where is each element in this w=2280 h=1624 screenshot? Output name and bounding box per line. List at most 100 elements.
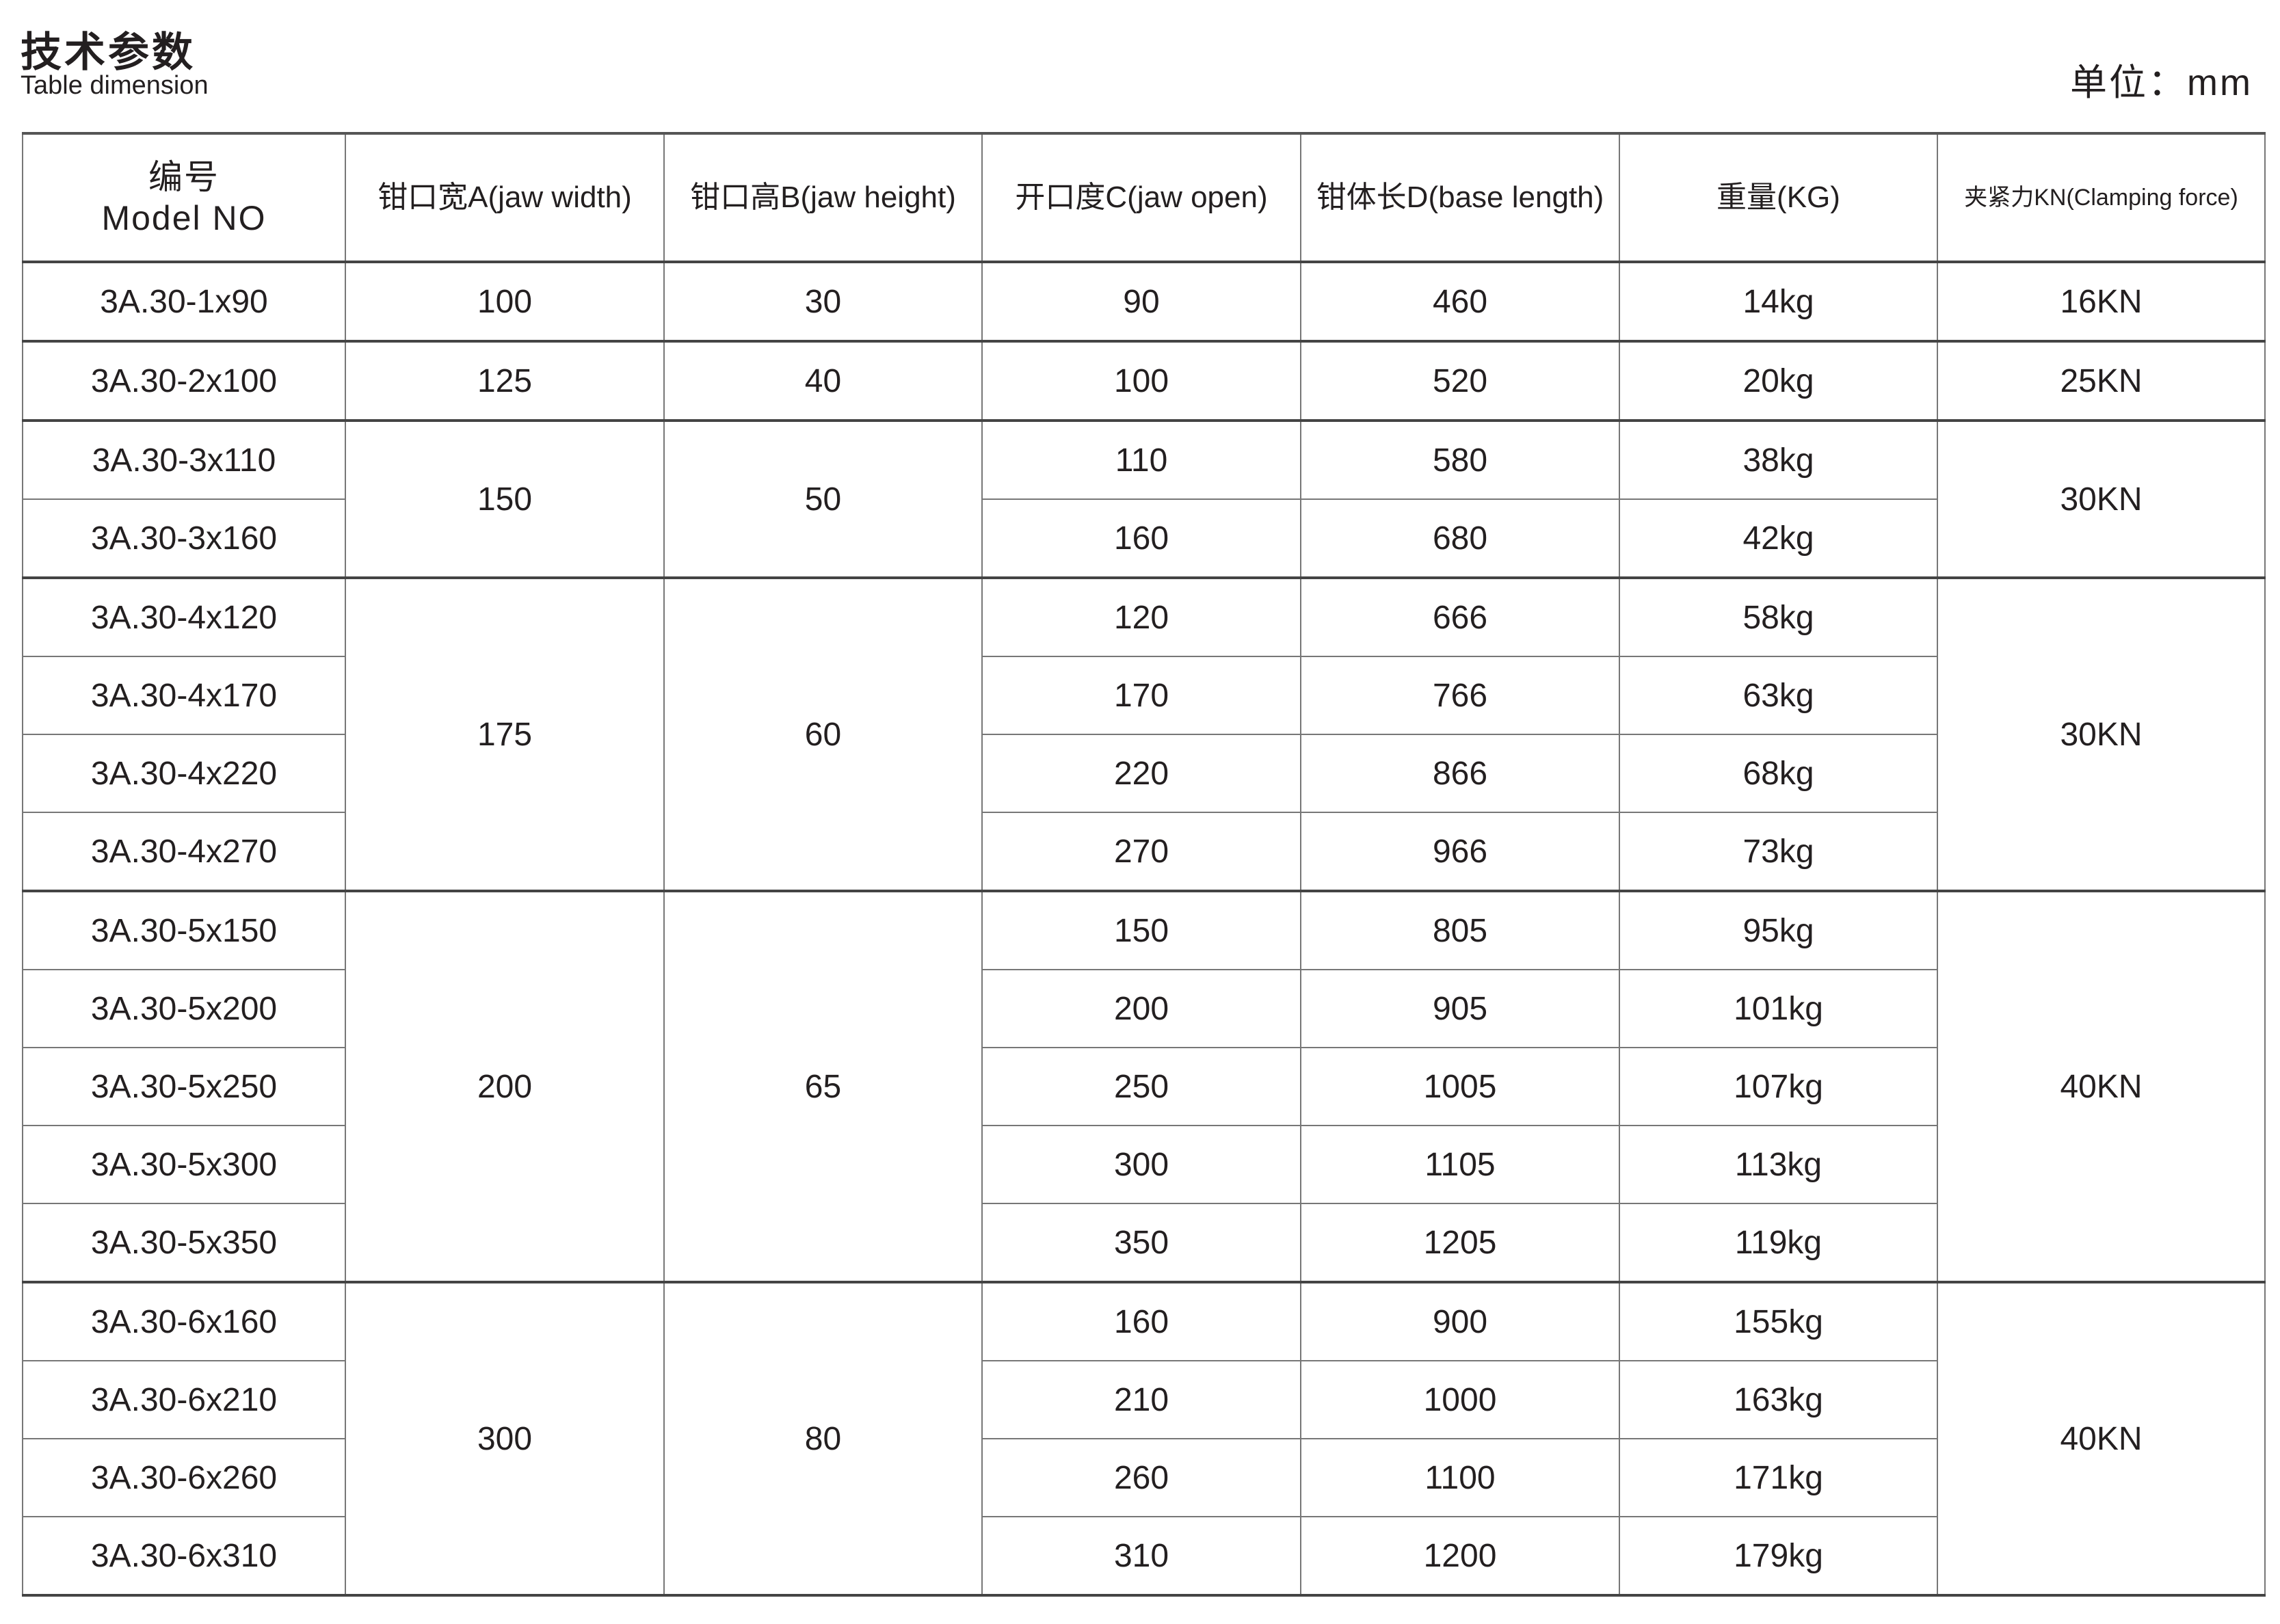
- weight-cell: 42kg: [1619, 498, 1938, 578]
- base-length-cell: 866: [1300, 734, 1620, 813]
- base-length-cell: 1205: [1300, 1203, 1620, 1283]
- model-cell: 3A.30-3x160: [22, 498, 346, 578]
- model-cell: 3A.30-2x100: [22, 340, 346, 421]
- header-jaw-height: 钳口高B(jaw height): [663, 133, 983, 263]
- base-length-cell: 520: [1300, 340, 1620, 421]
- model-cell: 3A.30-4x120: [22, 576, 346, 657]
- table-row: 3A.30-6x260 260 1100 171kg: [22, 1438, 2265, 1517]
- jaw-open-cell: 90: [981, 261, 1301, 342]
- jaw-open-cell: 160: [981, 498, 1301, 578]
- jaw-open-cell: 210: [981, 1360, 1301, 1439]
- header-row: 编号 Model NO 钳口宽A(jaw width) 钳口高B(jaw hei…: [22, 133, 2266, 263]
- model-cell: 3A.30-6x260: [22, 1438, 346, 1517]
- table-row: 3A.30-3x160 160 680 42kg: [22, 498, 2265, 578]
- table-row: 3A.30-4x270 270 966 73kg: [22, 812, 2265, 892]
- jaw-open-cell: 170: [981, 656, 1301, 735]
- jaw-width-cell: 300: [345, 1281, 665, 1596]
- jaw-height-cell: 80: [663, 1281, 983, 1596]
- table-row: 3A.30-3x110 150 50 110 580 38kg 30KN: [22, 419, 2266, 578]
- header-model: 编号 Model NO: [22, 133, 346, 263]
- weight-cell: 171kg: [1619, 1438, 1938, 1517]
- jaw-open-cell: 150: [981, 890, 1301, 970]
- weight-cell: 101kg: [1619, 969, 1938, 1048]
- base-length-cell: 966: [1300, 812, 1620, 892]
- table-row: 3A.30-1x90 100 30 90 460 14kg 16KN: [22, 261, 2266, 342]
- header-jaw-open: 开口度C(jaw open): [981, 133, 1301, 263]
- model-cell: 3A.30-6x160: [22, 1281, 346, 1361]
- model-cell: 3A.30-6x310: [22, 1516, 346, 1596]
- jaw-open-cell: 200: [981, 969, 1301, 1048]
- jaw-open-cell: 160: [981, 1281, 1301, 1361]
- base-length-cell: 766: [1300, 656, 1620, 735]
- weight-cell: 63kg: [1619, 656, 1938, 735]
- spec-table: 编号 Model NO 钳口宽A(jaw width) 钳口高B(jaw hei…: [22, 132, 2266, 1597]
- jaw-height-cell: 50: [663, 419, 983, 578]
- jaw-height-cell: 40: [663, 340, 983, 421]
- weight-cell: 14kg: [1619, 261, 1938, 342]
- table-row: 3A.30-6x160 300 80 160 900 155kg 40KN: [22, 1281, 2266, 1596]
- weight-cell: 20kg: [1619, 340, 1938, 421]
- model-cell: 3A.30-6x210: [22, 1360, 346, 1439]
- model-cell: 3A.30-5x200: [22, 969, 346, 1048]
- table-row: 3A.30-4x120 175 60 120 666 58kg 30KN: [22, 576, 2266, 892]
- clamping-force-cell: 30KN: [1937, 576, 2266, 892]
- table-row: 3A.30-5x300 300 1105 113kg: [22, 1125, 2265, 1204]
- clamping-force-cell: 16KN: [1937, 261, 2266, 342]
- clamping-force-cell: 40KN: [1937, 1281, 2266, 1596]
- model-cell: 3A.30-5x150: [22, 890, 346, 970]
- model-cell: 3A.30-5x250: [22, 1047, 346, 1126]
- jaw-open-cell: 100: [981, 340, 1301, 421]
- model-cell: 3A.30-4x270: [22, 812, 346, 892]
- weight-cell: 107kg: [1619, 1047, 1938, 1126]
- table-row: 3A.30-6x310 310 1200 179kg: [22, 1516, 2265, 1596]
- model-cell: 3A.30-1x90: [22, 261, 346, 342]
- jaw-height-cell: 60: [663, 576, 983, 892]
- model-cell: 3A.30-4x220: [22, 734, 346, 813]
- base-length-cell: 680: [1300, 498, 1620, 578]
- weight-cell: 179kg: [1619, 1516, 1938, 1596]
- header-base-length: 钳体长D(base length): [1300, 133, 1620, 263]
- table-row: 3A.30-4x170 170 766 63kg: [22, 656, 2265, 735]
- jaw-open-cell: 310: [981, 1516, 1301, 1596]
- model-cell: 3A.30-4x170: [22, 656, 346, 735]
- jaw-open-cell: 110: [981, 419, 1301, 500]
- header-clamping-force: 夹紧力KN(Clamping force): [1937, 133, 2266, 263]
- jaw-height-cell: 30: [663, 261, 983, 342]
- jaw-width-cell: 150: [345, 419, 665, 578]
- jaw-open-cell: 350: [981, 1203, 1301, 1283]
- model-cell: 3A.30-5x300: [22, 1125, 346, 1204]
- jaw-open-cell: 120: [981, 576, 1301, 657]
- model-cell: 3A.30-3x110: [22, 419, 346, 500]
- base-length-cell: 1005: [1300, 1047, 1620, 1126]
- base-length-cell: 1105: [1300, 1125, 1620, 1204]
- base-length-cell: 905: [1300, 969, 1620, 1048]
- header-weight: 重量(KG): [1619, 133, 1938, 263]
- table-row: 3A.30-4x220 220 866 68kg: [22, 734, 2265, 813]
- base-length-cell: 1000: [1300, 1360, 1620, 1439]
- jaw-open-cell: 260: [981, 1438, 1301, 1517]
- base-length-cell: 460: [1300, 261, 1620, 342]
- weight-cell: 155kg: [1619, 1281, 1938, 1361]
- weight-cell: 73kg: [1619, 812, 1938, 892]
- page-title: 技术参数: [21, 29, 196, 75]
- jaw-width-cell: 200: [345, 890, 665, 1283]
- weight-cell: 68kg: [1619, 734, 1938, 813]
- weight-cell: 58kg: [1619, 576, 1938, 657]
- jaw-height-cell: 65: [663, 890, 983, 1283]
- base-length-cell: 666: [1300, 576, 1620, 657]
- table-row: 3A.30-5x200 200 905 101kg: [22, 969, 2265, 1048]
- weight-cell: 119kg: [1619, 1203, 1938, 1283]
- base-length-cell: 580: [1300, 419, 1620, 500]
- header-model-cn: 编号: [148, 158, 220, 196]
- weight-cell: 95kg: [1619, 890, 1938, 970]
- unit-label: 单位：mm: [2070, 62, 2253, 103]
- header-jaw-width: 钳口宽A(jaw width): [345, 133, 665, 263]
- weight-cell: 113kg: [1619, 1125, 1938, 1204]
- base-length-cell: 900: [1300, 1281, 1620, 1361]
- jaw-width-cell: 100: [345, 261, 665, 342]
- base-length-cell: 1100: [1300, 1438, 1620, 1517]
- jaw-open-cell: 250: [981, 1047, 1301, 1126]
- model-cell: 3A.30-5x350: [22, 1203, 346, 1283]
- jaw-open-cell: 220: [981, 734, 1301, 813]
- table-row: 3A.30-5x150 200 65 150 805 95kg 40KN: [22, 890, 2266, 1283]
